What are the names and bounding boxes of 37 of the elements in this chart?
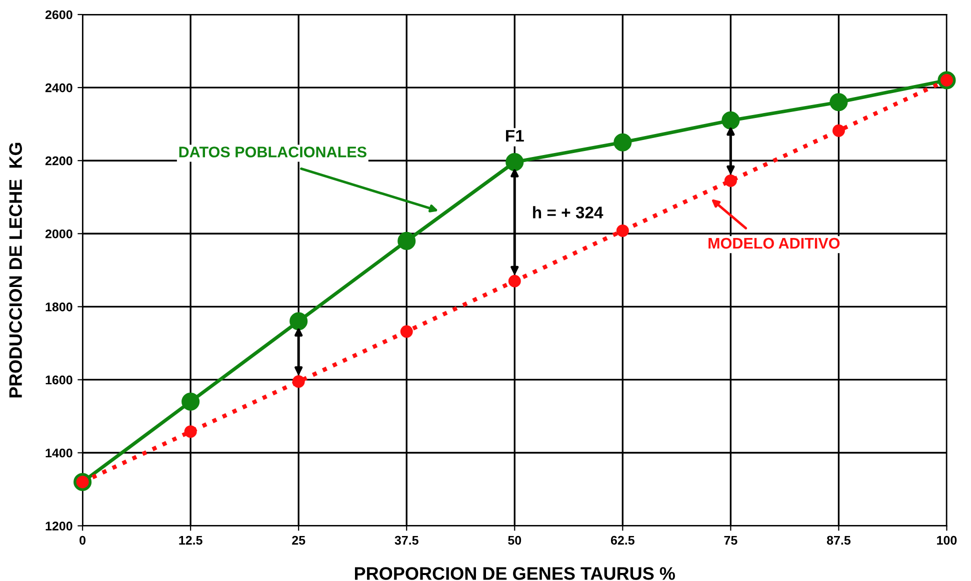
point (614, 133, 632, 152)
y-tick-label: 1200 (46, 522, 72, 530)
y-tick-label: 2000 (45, 229, 72, 238)
y-tick-label: 2200 (45, 156, 72, 166)
x-tick-label: 37.5 (394, 536, 418, 545)
point (724, 174, 737, 187)
point (508, 274, 521, 288)
point (290, 312, 308, 330)
point (832, 124, 845, 137)
x-tick-label: 87.5 (826, 536, 851, 545)
point (184, 425, 197, 438)
x-axis-title: PROPORCION DE GENES TAURUS % (354, 567, 676, 580)
point (616, 224, 629, 237)
x-tick-label: 100 (937, 536, 957, 545)
legend-label: MODELO ADITIVO (708, 238, 840, 249)
point (722, 111, 740, 130)
y-tick-label: 2400 (45, 83, 72, 92)
x-tick-label: 12.5 (179, 536, 202, 545)
x-tick-label: 50 (508, 536, 522, 545)
point (398, 232, 416, 250)
y-tick-label: 1800 (46, 302, 72, 312)
x-tick-label: 25 (292, 536, 306, 545)
point (292, 375, 305, 388)
y-tick-label: 1400 (46, 448, 72, 458)
x-tick-label: 62.5 (610, 536, 634, 545)
annotation: h = + 324 (533, 206, 604, 218)
x-tick-label: 75 (724, 536, 738, 545)
y-tick-label: 1600 (46, 376, 72, 384)
x-tick-label: 0 (80, 536, 86, 545)
point (506, 153, 524, 172)
annotation: F1 (506, 130, 524, 142)
point (182, 392, 200, 411)
text: DATOS POBLACIONALES (179, 146, 366, 158)
point (400, 325, 413, 338)
y-tick-label: 2600 (45, 10, 72, 20)
point (830, 93, 848, 112)
y-axis-title: PRODUCCION DE LECHE KG (9, 142, 22, 398)
